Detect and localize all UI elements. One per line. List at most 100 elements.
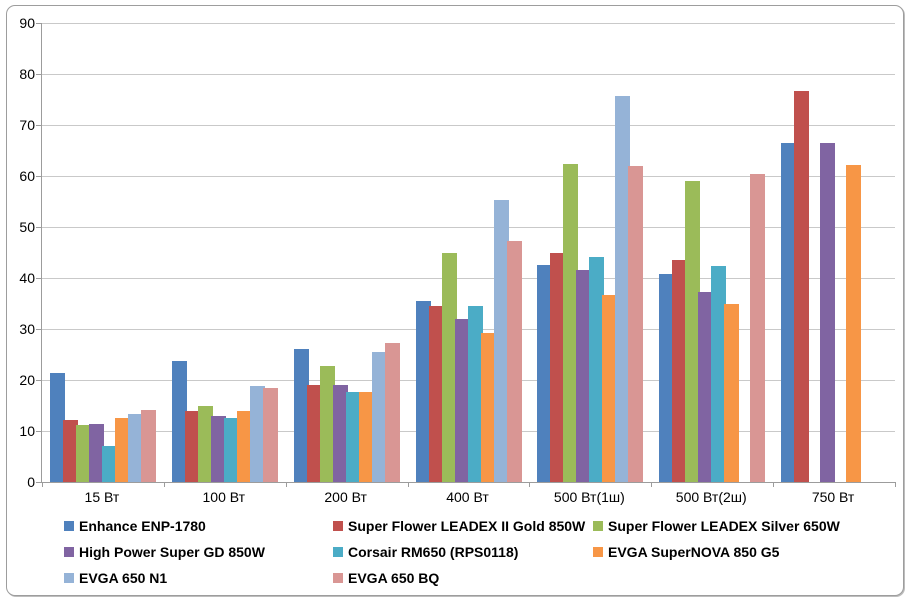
legend-label: Enhance ENP-1780 <box>79 518 206 534</box>
bar-s3-c4 <box>576 269 592 482</box>
bar-s1-c6 <box>794 91 810 482</box>
y-axis-label-60: 60 <box>19 167 35 184</box>
x-axis-tick <box>529 482 531 487</box>
bar-s6-c1 <box>249 385 265 482</box>
bar-s3-c1 <box>210 415 226 482</box>
bar-s6-c4 <box>615 96 631 482</box>
category-label: 750 Вт <box>811 489 855 505</box>
bar-s1-c1 <box>184 410 200 482</box>
y-axis-tick <box>36 278 41 279</box>
y-axis-label-30: 30 <box>19 320 35 337</box>
legend-label: Super Flower LEADEX Silver 650W <box>608 518 840 534</box>
bar-group-500 Вт(2ш) <box>651 23 773 482</box>
legend-marker-icon <box>333 521 343 531</box>
bar-s0-c6 <box>781 142 797 482</box>
bar-s2-c0 <box>75 424 91 482</box>
bar-s7-c1 <box>262 387 278 482</box>
y-axis-label-10: 10 <box>19 423 35 439</box>
bar-s5-c3 <box>480 333 496 482</box>
bar-s6-c2 <box>371 351 387 482</box>
category-axis-labels: 15 Вт 100 Вт 200 Вт 400 Вт 500 Вт(1ш) 500 Вт(… <box>41 489 894 505</box>
y-axis-label-20: 20 <box>19 372 35 388</box>
bar-s0-c5 <box>659 273 675 482</box>
bar-group-15 Вт <box>42 23 164 482</box>
bar-group-200 Вт <box>286 23 408 482</box>
y-axis-label-0: 0 <box>27 474 35 490</box>
bar-s7-c2 <box>384 342 400 482</box>
bar-s1-c0 <box>62 419 78 482</box>
bar-s4-c5 <box>711 265 727 482</box>
plot-area: 0 10 20 30 40 50 60 70 80 90 <box>19 16 896 489</box>
category-label: 500 Вт(2ш) <box>675 489 747 505</box>
y-axis-label-90: 90 <box>19 15 35 31</box>
bar-s4-c1 <box>223 418 239 482</box>
bar-s4-c0 <box>101 446 117 482</box>
legend-item-5: EVGA SuperNOVA 850 G5 <box>593 544 864 560</box>
y-axis-label-70: 70 <box>19 117 35 133</box>
y-axis-tick <box>36 328 41 330</box>
y-axis-tick <box>36 74 41 75</box>
legend-item-4: Corsair RM650 (RPS0118) <box>333 544 593 560</box>
gridline-70 <box>42 125 895 126</box>
x-axis-tick <box>42 482 43 487</box>
legend-item-1: Super Flower LEADEX II Gold 850W <box>333 518 593 534</box>
bar-s3-c2 <box>332 385 348 482</box>
y-axis-tick <box>36 175 41 177</box>
bar-s2-c1 <box>197 405 213 482</box>
bar-s0-c3 <box>415 301 431 482</box>
legend-marker-icon <box>64 521 74 531</box>
legend-marker-icon <box>64 547 74 557</box>
bar-s7-c5 <box>750 173 766 482</box>
y-axis-label-80: 80 <box>19 66 35 82</box>
bar-group-100 Вт <box>164 23 286 482</box>
bar-s3-c5 <box>698 292 714 482</box>
x-axis-tick <box>407 482 409 487</box>
category-label: 500 Вт(1ш) <box>553 489 625 505</box>
y-axis-tick <box>36 482 41 483</box>
bar-s2-c2 <box>319 366 335 482</box>
bar-s1-c4 <box>550 252 566 482</box>
category-label: 100 Вт <box>202 489 246 505</box>
legend-item-3: High Power Super GD 850W <box>64 544 333 560</box>
legend-marker-icon <box>333 547 343 557</box>
legend-item-0: Enhance ENP-1780 <box>64 518 333 534</box>
category-label: 400 Вт <box>446 489 489 505</box>
y-axis-label-40: 40 <box>19 270 35 286</box>
x-axis-tick <box>163 482 165 487</box>
y-axis-tick <box>36 227 41 228</box>
y-axis-tick <box>36 431 41 432</box>
legend-marker-icon <box>333 573 343 583</box>
y-axis-tick <box>36 125 41 126</box>
bar-s0-c1 <box>171 361 187 482</box>
gridline-60 <box>42 175 895 177</box>
legend-label: EVGA 650 N1 <box>79 570 168 586</box>
bar-s5-c2 <box>358 391 374 482</box>
bar-s0-c0 <box>49 373 65 482</box>
bar-s5-c1 <box>236 410 252 482</box>
bar-s3-c6 <box>820 142 836 482</box>
category-label: 15 Вт <box>84 489 120 505</box>
bar-s0-c2 <box>293 348 309 482</box>
bar-s2-c5 <box>685 180 701 482</box>
bar-s1-c3 <box>428 306 444 482</box>
x-axis-tick <box>285 482 287 487</box>
legend-item-2: Super Flower LEADEX Silver 650W <box>593 518 864 534</box>
legend: Enhance ENP-1780 Super Flower LEADEX II G… <box>64 513 864 591</box>
legend-item-6: EVGA 650 N1 <box>64 570 333 586</box>
x-axis-tick <box>651 482 653 487</box>
gridline-40 <box>42 278 895 279</box>
bar-s6-c3 <box>493 199 509 482</box>
bar-s6-c0 <box>127 413 143 482</box>
bar-s5-c4 <box>602 295 618 482</box>
legend-marker-icon <box>593 547 603 557</box>
bar-s1-c2 <box>306 385 322 482</box>
y-axis-tick <box>36 380 41 381</box>
legend-marker-icon <box>64 573 74 583</box>
gridline-50 <box>42 227 895 228</box>
bar-s7-c4 <box>628 166 644 482</box>
legend-label: Super Flower LEADEX II Gold 850W <box>348 518 586 534</box>
chart-frame: 0 10 20 30 40 50 60 70 80 90 15 Вт 100 Вт 200 Вт 400… <box>6 5 904 596</box>
legend-label: Corsair RM650 (RPS0118) <box>348 544 519 560</box>
y-axis-label-50: 50 <box>19 219 35 235</box>
bar-s4-c3 <box>467 306 483 482</box>
